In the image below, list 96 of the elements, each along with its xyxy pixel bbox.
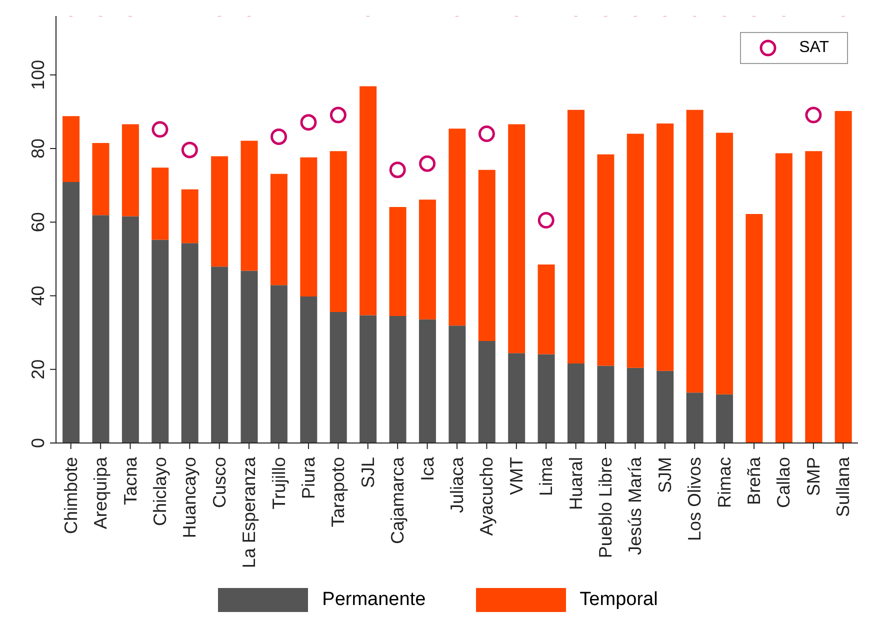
- bar: [686, 392, 704, 443]
- bar: [152, 240, 169, 443]
- x-tick-label: Lima: [536, 456, 556, 496]
- bar: [240, 270, 258, 443]
- point: [270, 128, 288, 145]
- bar: [478, 170, 496, 342]
- bar: [716, 132, 734, 394]
- bar: [270, 285, 288, 443]
- point: [538, 212, 554, 229]
- bar: [92, 142, 110, 216]
- bar: [360, 315, 377, 443]
- bar: [418, 319, 436, 443]
- point: [181, 142, 198, 158]
- x-tick-label: SMP: [803, 457, 824, 496]
- bar: [181, 189, 198, 244]
- bar: [300, 296, 318, 443]
- bar: [92, 215, 110, 443]
- point: [389, 162, 406, 178]
- bar: [360, 86, 377, 316]
- x-tick-label: Ayacucho: [476, 457, 497, 536]
- x-tick-label: Juliaca: [447, 456, 467, 514]
- x-tick-label: Huaral: [566, 457, 586, 510]
- bar: [122, 124, 139, 216]
- bar: [478, 341, 496, 443]
- y-tick-label: 80: [28, 138, 48, 159]
- bar: [270, 174, 288, 286]
- x-tick-label: Rimac: [714, 457, 734, 508]
- bar: [656, 123, 674, 371]
- point: [419, 155, 436, 172]
- bar: [805, 151, 822, 443]
- x-tick-label: Callao: [774, 457, 794, 508]
- bar: [568, 110, 584, 364]
- bar: [626, 134, 644, 368]
- legend-label: SAT: [799, 39, 829, 57]
- x-tick-label: Ica: [417, 456, 438, 482]
- x-tick-label: Los Olivos: [684, 457, 705, 542]
- bar: [448, 128, 466, 326]
- bar: [656, 370, 674, 443]
- bar: [389, 316, 406, 443]
- bar: [330, 312, 347, 443]
- x-tick-label: Chiclayo: [150, 457, 170, 526]
- bar: [538, 354, 555, 443]
- bar: [389, 207, 406, 316]
- bar: [508, 124, 526, 354]
- y-tick-label: 60: [28, 212, 48, 232]
- x-tick-label: Chimbote: [60, 457, 81, 534]
- bar: [330, 151, 347, 312]
- y-tick-label: 40: [28, 286, 48, 306]
- bar: [597, 366, 614, 443]
- x-tick-label: Huancayo: [180, 457, 200, 538]
- bar: [746, 214, 763, 443]
- bar: [686, 110, 704, 393]
- bar: [211, 156, 228, 267]
- x-tick-label: Sullana: [833, 456, 854, 518]
- y-tick-label: 0: [28, 438, 48, 448]
- x-tick-label: VMT: [506, 457, 526, 495]
- x-tick-label: Piura: [298, 456, 318, 500]
- x-tick-label: Arequipa: [90, 456, 111, 530]
- point: [805, 106, 822, 124]
- x-tick-label: Tacna: [120, 456, 140, 506]
- bar: [538, 264, 555, 354]
- x-tick-label: La Esperanza: [239, 456, 260, 568]
- bar: [240, 140, 258, 271]
- legend-label: Temporal: [580, 589, 658, 611]
- bar: [62, 182, 80, 443]
- bar: [568, 363, 584, 443]
- x-tick-label: SJL: [358, 457, 378, 488]
- x-tick-label: Tarapoto: [328, 457, 348, 528]
- point: [152, 121, 168, 138]
- bar: [152, 168, 169, 240]
- legend-label: Permanente: [322, 589, 426, 611]
- bar: [448, 326, 466, 443]
- point: [330, 106, 346, 124]
- bar: [211, 266, 228, 443]
- y-tick-label: 20: [28, 359, 48, 380]
- x-tick-label: SJM: [654, 457, 675, 493]
- bar: [418, 200, 436, 320]
- bar: [626, 368, 644, 443]
- x-tick-label: Breña: [744, 456, 764, 506]
- bar: [775, 153, 792, 443]
- x-tick-label: Trujillo: [268, 457, 289, 510]
- bar: [716, 394, 734, 443]
- bar: [834, 110, 852, 443]
- bar: [181, 243, 198, 443]
- bar: [300, 157, 318, 296]
- point: [300, 114, 317, 131]
- x-tick-label: Cajamarca: [388, 456, 408, 544]
- bar: [508, 353, 526, 443]
- point: [478, 126, 495, 142]
- bar: [597, 154, 614, 366]
- x-tick-label: Cusco: [209, 457, 230, 508]
- bar: [122, 216, 139, 443]
- x-tick-label: Pueblo Libre: [596, 457, 616, 558]
- y-tick-label: 100: [28, 60, 48, 90]
- bar: [62, 116, 80, 182]
- x-tick-label: Jesús María: [625, 456, 646, 556]
